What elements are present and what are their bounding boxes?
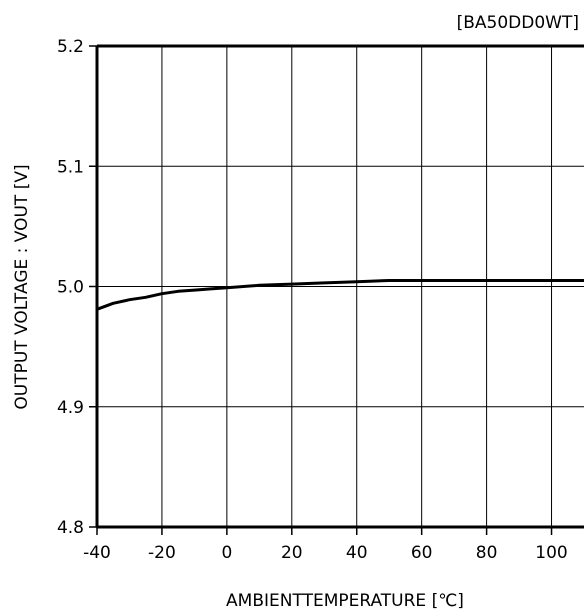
y-tick-label-4: 5.2 xyxy=(57,37,84,57)
chart-tag: [BA50DD0WT] xyxy=(457,13,579,33)
x-axis-title: AMBIENTTEMPERATURE [℃] xyxy=(226,591,464,611)
x-tick-label-2: 0 xyxy=(221,543,232,563)
x-tick-label-7: 100 xyxy=(535,543,567,563)
x-tick-label-3: 20 xyxy=(281,543,303,563)
x-tick-label-4: 40 xyxy=(346,543,368,563)
y-tick-label-2: 5.0 xyxy=(57,278,84,298)
y-axis-title: OUTPUT VOLTAGE : VOUT [V] xyxy=(12,164,32,409)
x-tick-label-5: 60 xyxy=(411,543,433,563)
y-tick-label-3: 5.1 xyxy=(57,157,84,177)
x-tick-label-1: -20 xyxy=(148,543,176,563)
x-tick-label-6: 80 xyxy=(476,543,498,563)
x-tick-label-0: -40 xyxy=(83,543,111,563)
y-tick-label-1: 4.9 xyxy=(57,398,84,418)
y-tick-label-0: 4.8 xyxy=(57,518,84,538)
series-line-0 xyxy=(96,279,584,311)
